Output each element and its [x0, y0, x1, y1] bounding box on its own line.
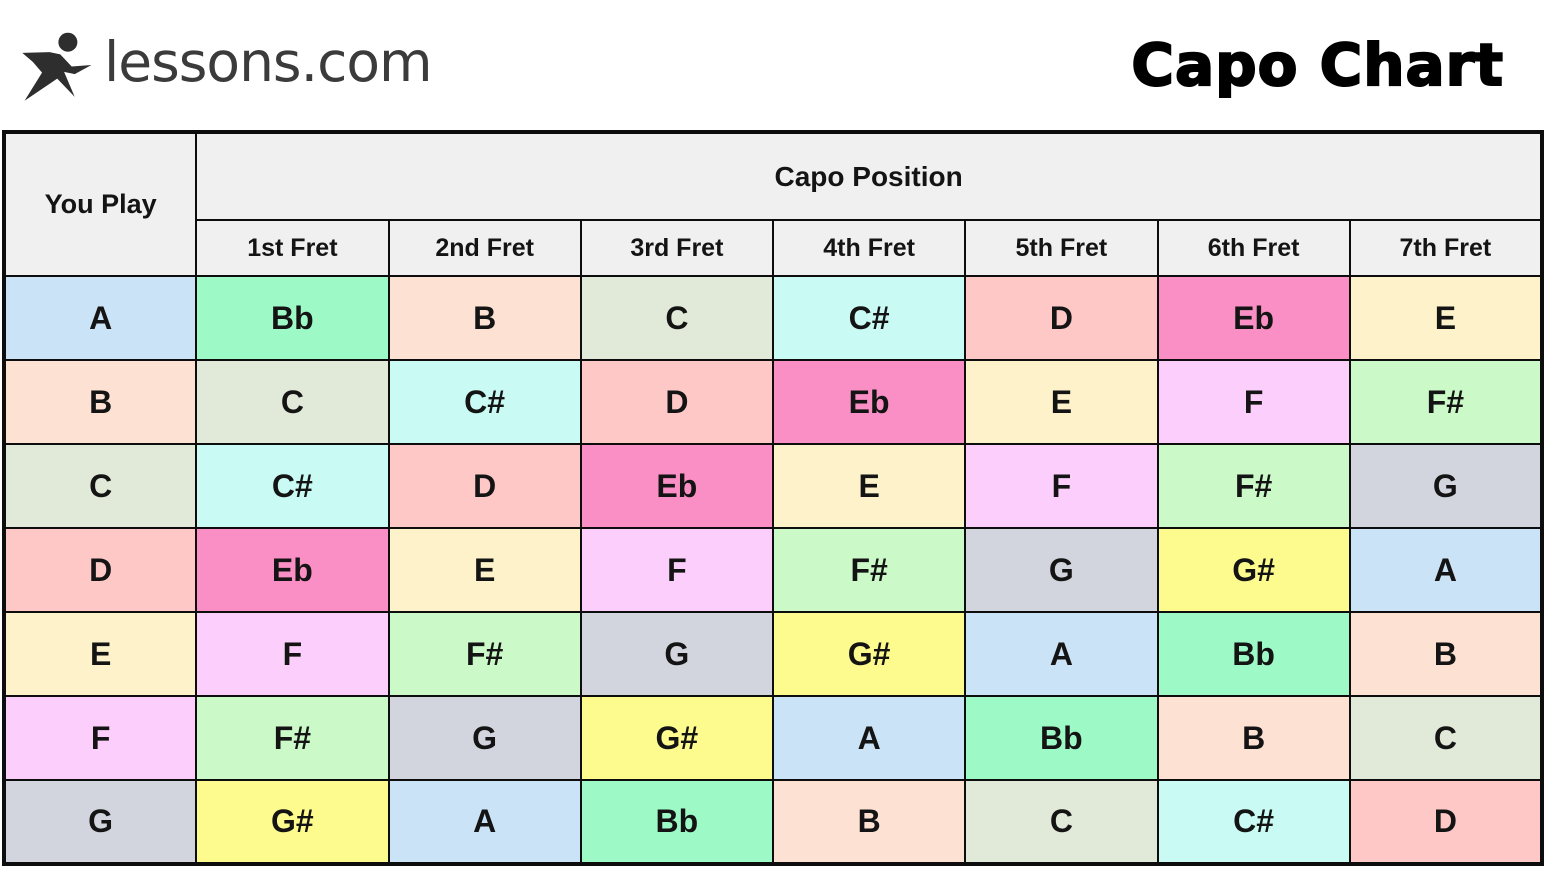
- fret-header-4: 4th Fret: [771, 219, 967, 277]
- you-play-header: You Play: [2, 131, 198, 277]
- table-row: F F# G G# A Bb B C: [2, 695, 1544, 781]
- logo-text: lessons.com: [104, 29, 433, 94]
- note-cell: Eb: [771, 359, 967, 445]
- fret-header-row: 1st Fret 2nd Fret 3rd Fret 4th Fret 5th …: [4, 219, 1544, 277]
- note-cell: D: [387, 443, 582, 529]
- capo-position-header: Capo Position: [195, 131, 1543, 221]
- star-person-icon: [22, 32, 92, 101]
- note-cell: Bb: [964, 695, 1159, 781]
- you-play-cell: F: [2, 695, 198, 781]
- note-cell: A: [964, 611, 1159, 697]
- note-cell: G#: [771, 611, 967, 697]
- note-cell: E: [1348, 275, 1544, 361]
- note-cell: E: [771, 443, 967, 529]
- note-cell: B: [771, 779, 967, 865]
- note-cell: F: [195, 611, 390, 697]
- note-cell: C#: [1156, 779, 1351, 865]
- note-cell: D: [1348, 779, 1544, 865]
- note-cell: G#: [1156, 527, 1351, 613]
- note-cell: B: [1156, 695, 1351, 781]
- capo-chart-table: You Play Capo Position 1st Fret 2nd Fret…: [2, 130, 1544, 866]
- note-cell: C: [195, 359, 390, 445]
- note-cell: C#: [387, 359, 582, 445]
- note-cell: G: [964, 527, 1159, 613]
- note-cell: Eb: [579, 443, 775, 529]
- table-row: C C# D Eb E F F# G: [2, 443, 1544, 529]
- you-play-cell: G: [2, 779, 198, 865]
- note-cell: B: [387, 275, 582, 361]
- note-cell: Bb: [1156, 611, 1351, 697]
- note-cell: A: [1348, 527, 1544, 613]
- table-row: B C C# D Eb E F F#: [2, 359, 1544, 445]
- note-cell: Eb: [195, 527, 390, 613]
- fret-header-2: 2nd Fret: [387, 219, 582, 277]
- page-title: Capo Chart: [1130, 31, 1504, 99]
- logo: lessons.com: [20, 27, 433, 103]
- note-cell: G#: [579, 695, 775, 781]
- table-row: D Eb E F F# G G# A: [2, 527, 1544, 613]
- note-cell: G#: [195, 779, 390, 865]
- fret-header-3: 3rd Fret: [579, 219, 775, 277]
- note-cell: F#: [1156, 443, 1351, 529]
- you-play-cell: B: [2, 359, 198, 445]
- note-cell: C#: [195, 443, 390, 529]
- fret-header-5: 5th Fret: [964, 219, 1159, 277]
- you-play-cell: C: [2, 443, 198, 529]
- note-cell: F#: [387, 611, 582, 697]
- table-header: You Play Capo Position 1st Fret 2nd Fret…: [2, 131, 1544, 277]
- note-cell: C: [579, 275, 775, 361]
- fret-header-1: 1st Fret: [195, 219, 390, 277]
- note-cell: E: [964, 359, 1159, 445]
- table-row: E F F# G G# A Bb B: [2, 611, 1544, 697]
- note-cell: A: [771, 695, 967, 781]
- fret-header-7: 7th Fret: [1348, 219, 1544, 277]
- table-body: A Bb B C C# D Eb E B C C# D Eb E F F# C C# D Eb E F F# G D Eb E F F#…: [2, 275, 1544, 865]
- table-row: G G# A Bb B C C# D: [2, 779, 1544, 865]
- note-cell: C: [1348, 695, 1544, 781]
- note-cell: F#: [195, 695, 390, 781]
- you-play-cell: D: [2, 527, 198, 613]
- note-cell: F#: [1348, 359, 1544, 445]
- note-cell: A: [387, 779, 582, 865]
- note-cell: C: [964, 779, 1159, 865]
- top-bar: lessons.com Capo Chart: [0, 0, 1546, 130]
- note-cell: Eb: [1156, 275, 1351, 361]
- note-cell: G: [387, 695, 582, 781]
- note-cell: F#: [771, 527, 967, 613]
- note-cell: E: [387, 527, 582, 613]
- note-cell: Bb: [579, 779, 775, 865]
- table-row: A Bb B C C# D Eb E: [2, 275, 1544, 361]
- you-play-cell: E: [2, 611, 198, 697]
- note-cell: F: [964, 443, 1159, 529]
- note-cell: Bb: [195, 275, 390, 361]
- note-cell: D: [579, 359, 775, 445]
- note-cell: G: [1348, 443, 1544, 529]
- note-cell: G: [579, 611, 775, 697]
- note-cell: D: [964, 275, 1159, 361]
- note-cell: C#: [771, 275, 967, 361]
- note-cell: F: [1156, 359, 1351, 445]
- note-cell: F: [579, 527, 775, 613]
- fret-header-6: 6th Fret: [1156, 219, 1351, 277]
- note-cell: B: [1348, 611, 1544, 697]
- you-play-cell: A: [2, 275, 198, 361]
